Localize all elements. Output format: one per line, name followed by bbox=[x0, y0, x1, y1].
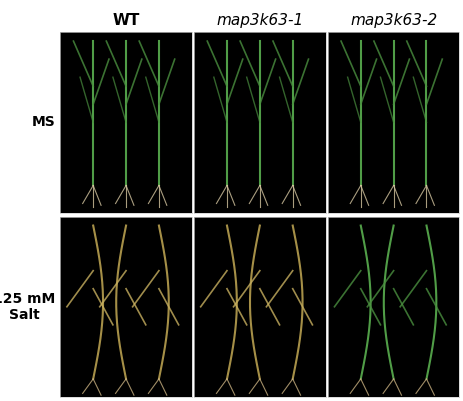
Text: WT: WT bbox=[112, 13, 139, 28]
Text: 125 mM
Salt: 125 mM Salt bbox=[0, 292, 56, 322]
Text: map3k63-1: map3k63-1 bbox=[216, 13, 303, 28]
Text: map3k63-2: map3k63-2 bbox=[349, 13, 436, 28]
Text: MS: MS bbox=[32, 115, 56, 129]
